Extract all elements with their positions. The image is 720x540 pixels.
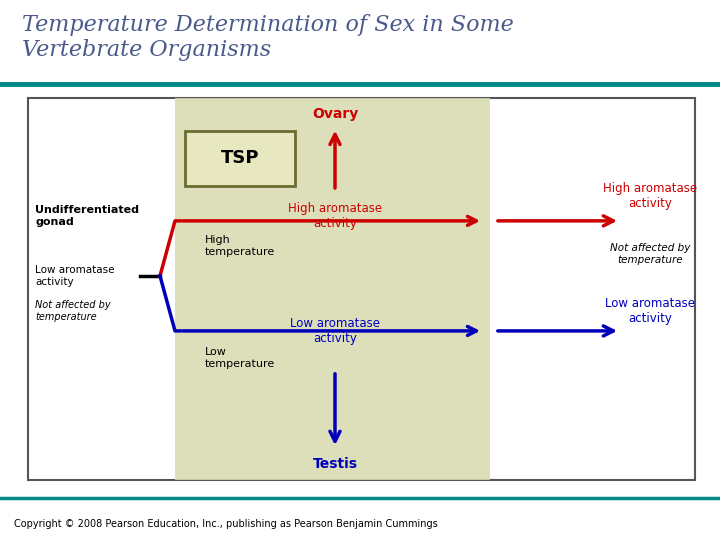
Bar xyxy=(175,98,490,480)
Text: Not affected by
temperature: Not affected by temperature xyxy=(35,300,111,322)
Text: Copyright © 2008 Pearson Education, Inc., publishing as Pearson Benjamin Cumming: Copyright © 2008 Pearson Education, Inc.… xyxy=(14,519,438,529)
Text: High
temperature: High temperature xyxy=(205,235,275,256)
Text: Low aromatase
activity: Low aromatase activity xyxy=(290,317,380,345)
Text: High aromatase
activity: High aromatase activity xyxy=(288,202,382,230)
Text: Low
temperature: Low temperature xyxy=(205,347,275,369)
Text: Not affected by
temperature: Not affected by temperature xyxy=(610,243,690,265)
Text: High aromatase
activity: High aromatase activity xyxy=(603,182,697,210)
Text: Undifferentiated
gonad: Undifferentiated gonad xyxy=(35,205,139,227)
Text: Low aromatase
activity: Low aromatase activity xyxy=(35,265,114,287)
Text: Testis: Testis xyxy=(312,457,358,471)
Text: TSP: TSP xyxy=(221,150,259,167)
Text: Temperature Determination of Sex in Some
Vertebrate Organisms: Temperature Determination of Sex in Some… xyxy=(22,14,513,61)
Text: Low aromatase
activity: Low aromatase activity xyxy=(605,297,695,325)
Text: Ovary: Ovary xyxy=(312,107,358,121)
Bar xyxy=(185,131,295,186)
